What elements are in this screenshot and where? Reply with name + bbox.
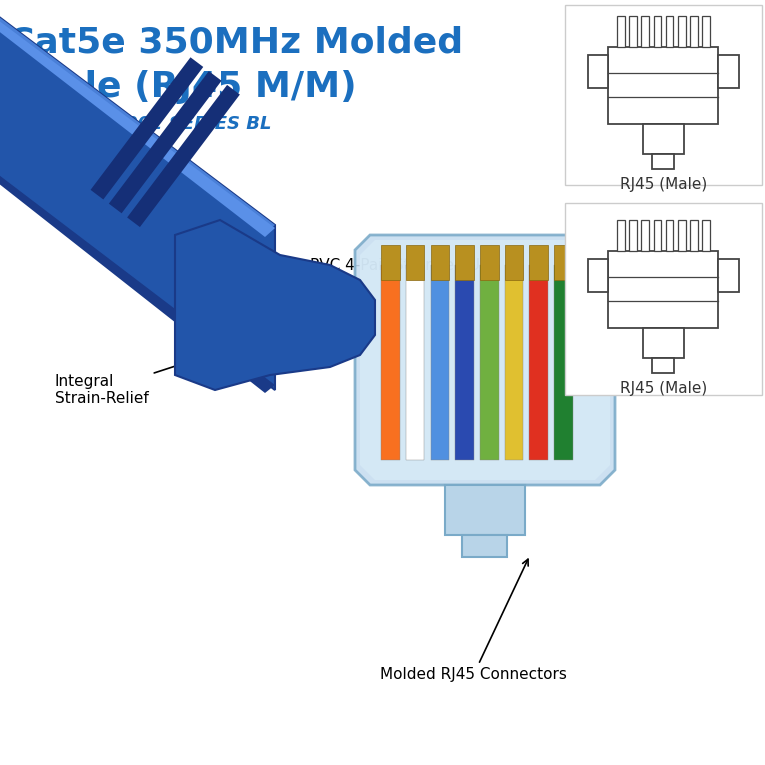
Bar [653, 358, 675, 373]
Text: Tripp Lite N002 SERIES BL: Tripp Lite N002 SERIES BL [8, 115, 272, 133]
Bar [554, 265, 573, 460]
Bar [629, 16, 636, 47]
Bar [455, 265, 474, 460]
Text: RJ45 (Male): RJ45 (Male) [620, 177, 707, 192]
Bar [608, 47, 718, 123]
Bar [565, 5, 762, 185]
Bar [718, 55, 740, 88]
Bar [588, 55, 608, 88]
Bar [653, 16, 661, 47]
Bar [445, 485, 525, 535]
Polygon shape [90, 57, 203, 200]
Bar [702, 220, 710, 250]
Bar [666, 16, 673, 47]
Bar [406, 245, 425, 280]
Bar [505, 265, 523, 460]
Bar [565, 203, 762, 395]
Text: RJ45 (Male): RJ45 (Male) [620, 381, 707, 396]
Bar [505, 245, 523, 280]
Bar [690, 16, 698, 47]
Bar [617, 220, 624, 250]
Bar [678, 16, 685, 47]
Polygon shape [175, 220, 375, 390]
Bar [381, 265, 400, 460]
Text: Molded RJ45 Connectors: Molded RJ45 Connectors [380, 559, 567, 682]
Text: Cat5e 350MHz Molded: Cat5e 350MHz Molded [8, 25, 463, 59]
Bar [463, 535, 507, 557]
Polygon shape [127, 85, 240, 227]
Bar [529, 245, 548, 280]
Bar [678, 220, 685, 250]
Polygon shape [0, 153, 275, 393]
Bar [641, 220, 649, 250]
Bar [431, 245, 449, 280]
Bar [702, 16, 710, 47]
Bar [666, 220, 673, 250]
Bar [643, 123, 684, 154]
Text: Cable (RJ45 M/M): Cable (RJ45 M/M) [8, 70, 356, 104]
Text: PVC 4-Pair Stranded UTP: PVC 4-Pair Stranded UTP [170, 258, 499, 311]
Polygon shape [0, 0, 275, 237]
Bar [381, 245, 400, 280]
Bar [629, 220, 636, 250]
Bar [529, 265, 548, 460]
Polygon shape [0, 0, 275, 390]
Polygon shape [360, 240, 610, 480]
Bar [480, 265, 499, 460]
Bar [718, 259, 740, 291]
Bar [643, 327, 684, 358]
Bar [406, 265, 425, 460]
Text: Integral
Strain-Relief: Integral Strain-Relief [55, 346, 236, 406]
Polygon shape [355, 235, 615, 485]
Polygon shape [109, 71, 222, 213]
Bar [653, 154, 675, 169]
Bar [554, 245, 573, 280]
Bar [431, 265, 449, 460]
Bar [690, 220, 698, 250]
Bar [608, 250, 718, 327]
Bar [617, 16, 624, 47]
Polygon shape [0, 0, 275, 232]
Bar [653, 220, 661, 250]
Bar [588, 259, 608, 291]
Bar [480, 245, 499, 280]
Bar [455, 245, 474, 280]
Bar [641, 16, 649, 47]
